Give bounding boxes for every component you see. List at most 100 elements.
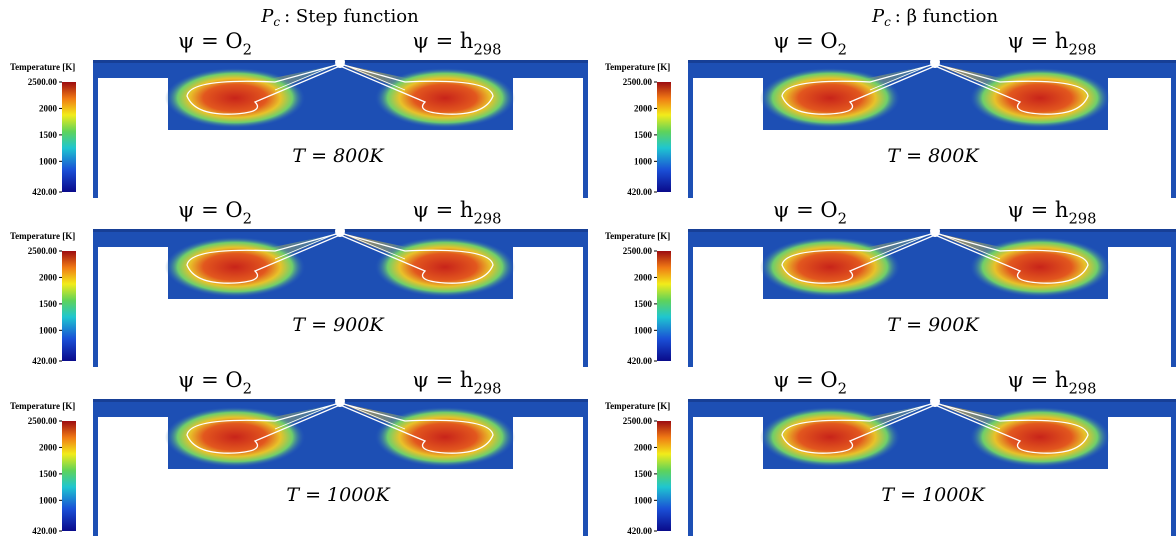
- left-label-sub: 2: [243, 210, 252, 227]
- left-label: ψ = O2: [178, 368, 252, 397]
- temperature-label: T = 800K: [292, 145, 385, 167]
- column-title-sub: c: [884, 15, 891, 29]
- colorbar-tick-label: 420.00: [32, 526, 57, 536]
- left-label: ψ = O2: [773, 29, 847, 58]
- column-title-symbol: P: [260, 6, 274, 27]
- right-label-text: ψ = h: [413, 198, 474, 222]
- domain: [93, 60, 588, 198]
- right-label: ψ = h298: [1008, 198, 1097, 227]
- flame: [970, 407, 1110, 467]
- left-label-text: ψ = O: [178, 29, 243, 53]
- colorbar-tick-label: 420.00: [627, 187, 652, 197]
- colorbar-title: Temperature [K]: [10, 401, 75, 411]
- domain: [93, 399, 588, 536]
- panel: [688, 56, 1176, 198]
- colorbar-tick-label: 1500: [39, 469, 58, 479]
- colorbar-tick-label: 2000: [634, 272, 653, 282]
- column-title: Pc : β function: [871, 6, 999, 29]
- left-label-sub: 2: [243, 41, 252, 58]
- left-label-text: ψ = O: [773, 29, 838, 53]
- flame: [970, 237, 1110, 297]
- right-label: ψ = h298: [413, 198, 502, 227]
- flame: [165, 407, 305, 467]
- left-label-text: ψ = O: [773, 368, 838, 392]
- spray-line: [339, 231, 406, 260]
- colorbar-tick-label: 2000: [39, 442, 58, 452]
- flame: [375, 407, 515, 467]
- left-label-text: ψ = O: [178, 198, 243, 222]
- right-label: ψ = h298: [1008, 368, 1097, 397]
- colorbar: [62, 251, 76, 361]
- colorbar-tick-label: 1500: [634, 299, 653, 309]
- colorbar-tick-label: 1000: [634, 325, 653, 335]
- right-label-sub: 298: [473, 380, 501, 397]
- flame: [165, 68, 305, 128]
- left-label-sub: 2: [838, 380, 847, 397]
- spray-line: [339, 401, 406, 430]
- colorbar-tick-label: 420.00: [32, 187, 57, 197]
- column-title-text: : β function: [895, 6, 999, 27]
- right-label-text: ψ = h: [1008, 29, 1069, 53]
- domain: [688, 399, 1176, 536]
- flame-contour: [781, 402, 936, 454]
- temperature-label: T = 1000K: [881, 484, 986, 506]
- flame: [375, 237, 515, 297]
- spray-line: [934, 62, 1001, 91]
- temperature-label: T = 900K: [292, 314, 385, 336]
- spray-line: [274, 62, 341, 91]
- domain: [688, 229, 1176, 367]
- flame-contour: [934, 232, 1089, 284]
- right-label: ψ = h298: [1008, 29, 1097, 58]
- colorbar: [657, 82, 671, 192]
- colorbar-tick-label: 2500.00: [28, 246, 58, 256]
- right-label-sub: 298: [473, 41, 501, 58]
- flame-contour: [186, 402, 341, 454]
- spray-line: [869, 62, 936, 91]
- colorbar-tick-label: 1500: [634, 469, 653, 479]
- colorbar: [657, 251, 671, 361]
- flame: [760, 68, 900, 128]
- spray-line: [934, 401, 1001, 430]
- injector: [930, 225, 940, 237]
- right-label-sub: 298: [473, 210, 501, 227]
- left-label-text: ψ = O: [773, 198, 838, 222]
- colorbar-title: Temperature [K]: [10, 62, 75, 72]
- colorbar-tick-label: 2500.00: [28, 77, 58, 87]
- right-label-sub: 298: [1068, 210, 1096, 227]
- panel: [93, 395, 588, 536]
- colorbar-tick-label: 2500.00: [623, 416, 653, 426]
- temperature-label: T = 1000K: [286, 484, 391, 506]
- flame-contour: [934, 402, 1089, 454]
- colorbar-tick-label: 420.00: [32, 356, 57, 366]
- left-label: ψ = O2: [178, 198, 252, 227]
- flame: [165, 237, 305, 297]
- flame-contour: [781, 232, 936, 284]
- right-label-text: ψ = h: [413, 29, 474, 53]
- colorbar-title: Temperature [K]: [605, 231, 670, 241]
- flame-contour: [781, 63, 936, 115]
- left-label-text: ψ = O: [178, 368, 243, 392]
- spray-line: [869, 401, 936, 430]
- flame-contour: [339, 402, 494, 454]
- left-label-sub: 2: [838, 210, 847, 227]
- spray-line: [274, 401, 341, 430]
- colorbar: [657, 421, 671, 531]
- left-label: ψ = O2: [773, 368, 847, 397]
- column-title: Pc: Step function: [260, 6, 419, 29]
- spray-line: [869, 231, 936, 260]
- injector: [335, 225, 345, 237]
- colorbar-tick-label: 2500.00: [28, 416, 58, 426]
- colorbar-tick-label: 1500: [39, 299, 58, 309]
- colorbar-tick-label: 420.00: [627, 526, 652, 536]
- colorbar-tick-label: 2000: [634, 103, 653, 113]
- right-label-sub: 298: [1068, 41, 1096, 58]
- right-label-text: ψ = h: [413, 368, 474, 392]
- colorbar-title: Temperature [K]: [605, 401, 670, 411]
- colorbar-tick-label: 1000: [39, 495, 58, 505]
- panel: [688, 395, 1176, 536]
- colorbar-tick-label: 1500: [39, 130, 58, 140]
- injector: [335, 395, 345, 407]
- column-title-symbol: P: [871, 6, 885, 27]
- flame-contour: [186, 232, 341, 284]
- left-label: ψ = O2: [773, 198, 847, 227]
